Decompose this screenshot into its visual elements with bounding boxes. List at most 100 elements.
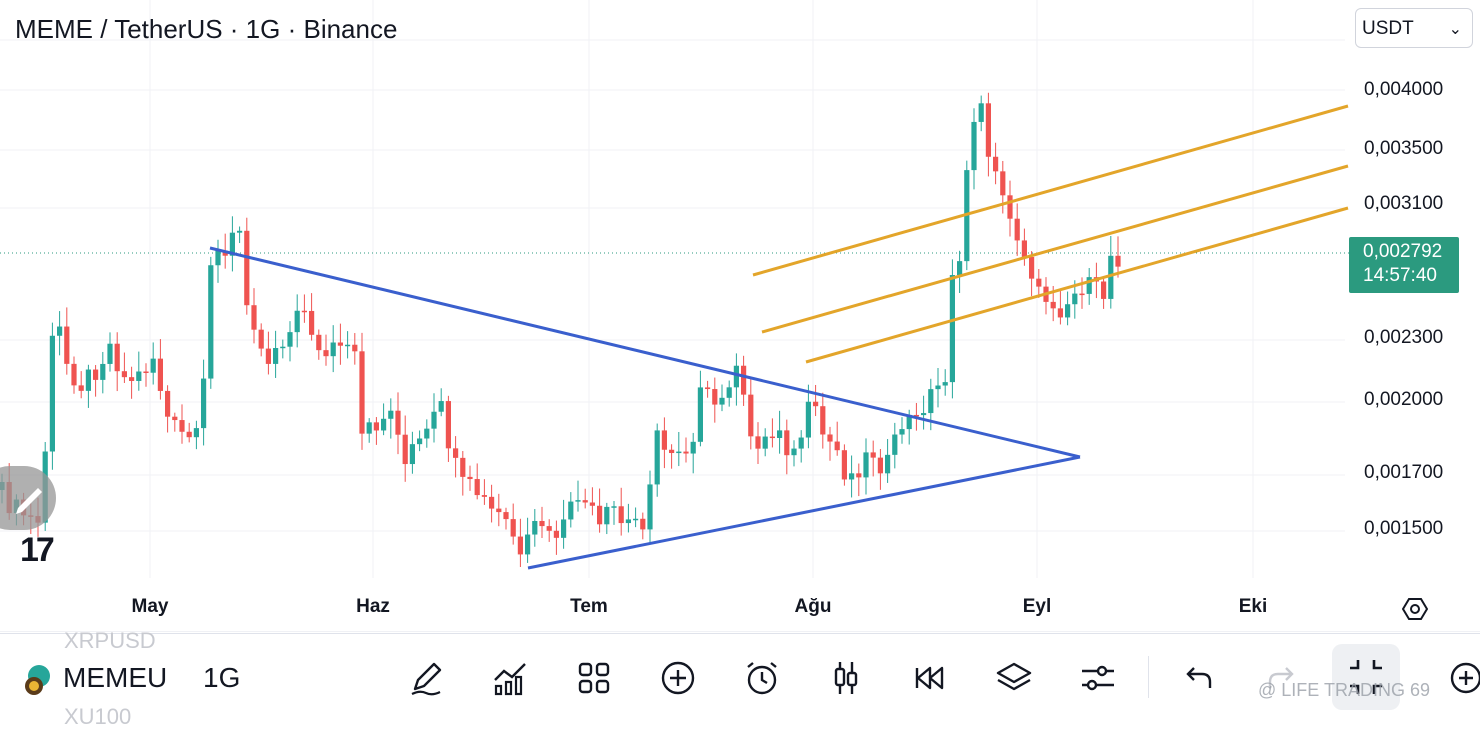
candle-body <box>510 519 516 537</box>
candle-body <box>1057 308 1063 318</box>
undo-icon[interactable] <box>1178 658 1218 698</box>
layers-icon[interactable] <box>994 658 1034 698</box>
candle-body <box>460 457 466 477</box>
triangle-upper-line <box>209 246 1081 459</box>
candle-body <box>503 512 509 520</box>
candle-body <box>755 436 761 449</box>
candle-body <box>143 371 149 373</box>
candle-body <box>1036 278 1042 287</box>
candle-body <box>496 508 502 513</box>
zoom-plus-icon[interactable] <box>1446 658 1480 698</box>
templates-icon[interactable] <box>574 658 614 698</box>
drawing-toggle-button[interactable] <box>0 466 56 530</box>
gear-icon[interactable] <box>1402 596 1428 622</box>
candle-body <box>1072 293 1078 305</box>
candle-body <box>633 518 639 521</box>
candle-body <box>395 410 401 435</box>
channel-middle-line <box>761 164 1349 334</box>
candle-body <box>107 343 113 364</box>
candle-body <box>517 536 523 555</box>
candle-body <box>157 358 163 391</box>
candle-body <box>366 422 372 434</box>
currency-value: USDT <box>1362 18 1414 39</box>
chart-title: MEME / TetherUS · 1G · Binance <box>15 14 398 44</box>
candle-body <box>287 332 293 347</box>
candle-body <box>467 476 473 480</box>
watermark: @ LIFE TRADING 69 <box>1258 680 1430 700</box>
candle-body <box>445 401 451 449</box>
candle-body <box>1108 255 1114 299</box>
price-axis-label: 0,001700 <box>1364 462 1444 483</box>
candle-body <box>841 450 847 480</box>
faded-symbol-bottom: XU100 <box>64 704 132 729</box>
alert-clock-icon[interactable] <box>742 658 782 698</box>
price-axis-label: 0,002000 <box>1364 389 1444 410</box>
fullscreen-icon <box>1350 660 1382 694</box>
chart-area[interactable]: MEME / TetherUS · 1G · Binance USDT ⌄ 0,… <box>0 0 1480 632</box>
candle-body <box>525 534 531 555</box>
candle-body <box>568 501 574 520</box>
candle-body <box>1050 301 1056 309</box>
candles-icon[interactable] <box>826 658 866 698</box>
candle-body <box>553 530 559 538</box>
add-icon[interactable] <box>658 658 698 698</box>
tradingview-logo: 17 <box>20 531 55 569</box>
candle-body <box>85 369 91 391</box>
candle-body <box>438 401 444 412</box>
candle-body <box>877 457 883 474</box>
candlestick-chart[interactable] <box>0 0 1480 632</box>
redo-icon[interactable] <box>1262 658 1302 698</box>
candle-body <box>928 389 934 414</box>
candle-body <box>949 275 955 383</box>
pencil-icon[interactable] <box>406 658 446 698</box>
channel-lower-line <box>805 206 1349 364</box>
candle-body <box>971 121 977 171</box>
candle-body <box>345 344 351 347</box>
candle-body <box>697 387 703 442</box>
candle-body <box>136 371 142 381</box>
settings-sliders-icon[interactable] <box>1078 658 1118 698</box>
candle-body <box>431 411 437 429</box>
candle-body <box>769 436 775 439</box>
candle-body <box>625 519 631 524</box>
bar-countdown: 14:57:40 <box>1363 265 1437 286</box>
symbol-button[interactable]: MEMEU <box>63 662 168 693</box>
candle-body <box>251 305 257 330</box>
candle-body <box>1000 171 1006 196</box>
candle-body <box>539 520 545 527</box>
chevron-down-icon: ⌄ <box>1448 21 1462 38</box>
candle-body <box>424 428 430 439</box>
candle-body <box>856 473 862 478</box>
currency-selector[interactable]: USDT ⌄ <box>1355 8 1473 48</box>
time-axis-label: Eki <box>1238 596 1268 617</box>
candle-body <box>1029 256 1035 279</box>
time-axis-label: May <box>131 596 169 617</box>
candle-body <box>640 518 646 530</box>
candle-body <box>784 430 790 456</box>
candle-body <box>604 506 610 525</box>
candle-body <box>589 502 595 506</box>
candle-body <box>712 389 718 405</box>
candle-body <box>1079 293 1085 296</box>
candle-body <box>690 441 696 454</box>
candle-body <box>719 397 725 405</box>
faded-symbol-top: XRPUSD <box>64 628 156 653</box>
candle-body <box>201 378 207 429</box>
candle-body <box>244 230 250 306</box>
candle-body <box>575 500 581 502</box>
candle-body <box>373 422 379 431</box>
fullscreen-button[interactable] <box>1332 644 1400 710</box>
candle-body <box>921 413 927 416</box>
candle-body <box>388 410 394 419</box>
candle-body <box>863 452 869 478</box>
last-price: 0,002792 <box>1363 241 1443 262</box>
candle-body <box>453 448 459 458</box>
replay-icon[interactable] <box>910 658 950 698</box>
candle-body <box>71 363 77 386</box>
symbol-logo-icon <box>25 665 50 695</box>
interval-button[interactable]: 1G <box>203 662 241 693</box>
candle-body <box>892 434 898 455</box>
indicators-icon[interactable] <box>490 658 530 698</box>
candle-body <box>172 416 178 421</box>
candle-body <box>582 500 588 503</box>
